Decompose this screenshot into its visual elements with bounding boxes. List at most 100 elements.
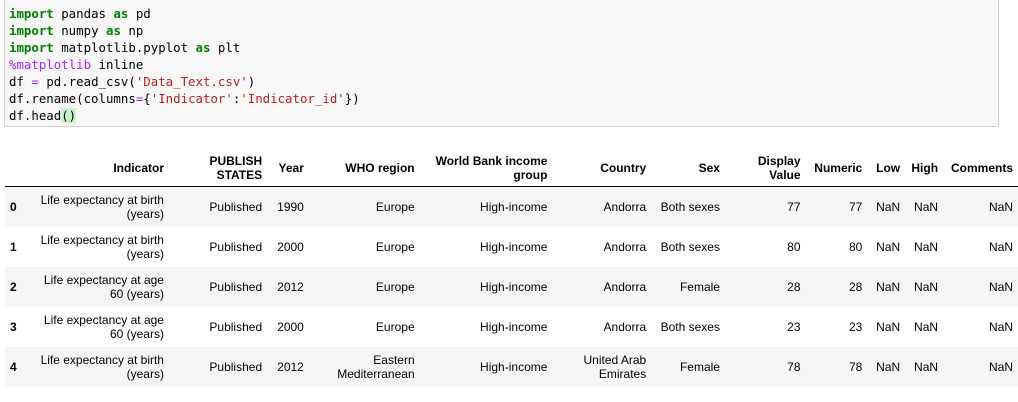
table-cell: Female — [679, 279, 720, 294]
code-token: np — [120, 23, 144, 38]
column-header: High — [905, 150, 944, 187]
table-body: 0 Life expectancy at birth (years) Publish… — [5, 186, 1018, 387]
dataframe-output: Indicator PUBLISH STATES Year WHO region Wor… — [5, 150, 1018, 387]
table-cell: NaN — [914, 279, 939, 294]
table-cell: 23 — [787, 319, 801, 334]
row-index: 4 — [10, 359, 17, 374]
table-cell: 2000 — [277, 319, 304, 334]
code-token: as — [195, 40, 211, 55]
table-cell: Life expectancy at birth (years) — [40, 232, 164, 261]
code-token: import — [9, 23, 54, 38]
table-cell: 2012 — [277, 359, 304, 374]
code-token: pandas — [53, 6, 114, 21]
table-cell: Andorra — [603, 279, 647, 294]
table-cell: Published — [209, 239, 263, 254]
code-token: 'Indicator_id' — [240, 91, 345, 106]
table-cell: High-income — [480, 199, 548, 214]
table-cell: 28 — [848, 279, 863, 294]
table-cell: 77 — [787, 199, 801, 214]
code-token: = — [31, 74, 39, 89]
table-row: 0 Life expectancy at birth (years) Publish… — [5, 186, 1018, 227]
column-header: World Bank income group — [419, 150, 553, 187]
code-cell-input[interactable]: import pandas as pd import numpy as np imp… — [4, 0, 999, 127]
column-header: Indicator — [24, 150, 169, 187]
table-cell: High-income — [480, 239, 548, 254]
table-cell: 1990 — [277, 199, 304, 214]
table-cell: 80 — [787, 239, 801, 254]
table-cell: Life expectancy at birth (years) — [40, 352, 164, 381]
column-header: Low — [867, 150, 906, 187]
code-token: plt — [210, 40, 241, 55]
table-row: 1 Life expectancy at birth (years) Publish… — [5, 227, 1018, 267]
code-line: import numpy as np — [9, 22, 998, 39]
table-cell: NaN — [988, 199, 1013, 214]
table-row: 2 Life expectancy at age 60 (years) Publis… — [5, 266, 1018, 307]
table-cell: Europe — [375, 319, 415, 334]
table-cell: NaN — [988, 239, 1013, 254]
row-index: 3 — [10, 319, 17, 334]
table-cell: Andorra — [603, 199, 647, 214]
code-token: as — [105, 23, 121, 38]
table-cell: NaN — [876, 239, 901, 254]
table-cell: 78 — [848, 359, 863, 374]
column-header: Display Value — [724, 150, 806, 187]
code-token: df.head — [9, 108, 62, 123]
table-cell: NaN — [876, 199, 901, 214]
table-cell: Andorra — [603, 239, 647, 254]
table-cell: Published — [209, 319, 263, 334]
code-token: inline — [91, 57, 144, 72]
table-cell: Eastern Mediterranean — [337, 352, 415, 381]
column-header: Sex — [651, 150, 725, 187]
column-header: Year — [267, 150, 309, 187]
code-line: df.rename(columns={'Indicator':'Indicato… — [9, 90, 998, 107]
index-header — [5, 150, 25, 187]
table-cell: 2000 — [277, 239, 304, 254]
table-cell: High-income — [480, 359, 548, 374]
table-cell: Andorra — [603, 319, 647, 334]
code-token: { — [143, 91, 151, 106]
table-cell: Europe — [375, 279, 415, 294]
table-cell: Europe — [375, 239, 415, 254]
row-index: 2 — [10, 279, 17, 294]
code-token: ) — [247, 74, 256, 89]
table-cell: NaN — [988, 359, 1013, 374]
code-token: : — [232, 91, 241, 106]
column-header: Comments — [943, 150, 1018, 187]
code-line: df.head() — [9, 107, 998, 124]
code-token: pd — [128, 6, 151, 21]
table-cell: NaN — [914, 239, 939, 254]
code-token: numpy — [53, 23, 106, 38]
code-token: 'Indicator' — [150, 91, 233, 106]
code-line: import matplotlib.pyplot as plt — [9, 39, 998, 56]
code-line: %matplotlib inline — [9, 56, 998, 73]
code-token: df — [9, 74, 32, 89]
code-token: import — [9, 6, 54, 21]
column-header: WHO region — [308, 150, 420, 187]
table-cell: Life expectancy at age 60 (years) — [43, 272, 164, 301]
code-token: = — [135, 91, 144, 106]
table-cell: Both sexes — [660, 319, 720, 334]
table-cell: 28 — [787, 279, 801, 294]
code-token: () — [61, 108, 77, 123]
table-cell: NaN — [876, 359, 901, 374]
table-cell: NaN — [876, 319, 901, 334]
table-cell: NaN — [988, 279, 1013, 294]
table-cell: 77 — [848, 199, 863, 214]
table-row: 3 Life expectancy at age 60 (years) Publis… — [5, 307, 1018, 347]
table-cell: 23 — [848, 319, 863, 334]
row-index: 0 — [10, 199, 17, 214]
header-row: Indicator PUBLISH STATES Year WHO region Wor… — [5, 150, 1018, 187]
table-cell: Europe — [375, 199, 415, 214]
table-cell: Both sexes — [660, 199, 720, 214]
row-index: 1 — [10, 239, 17, 254]
code-line: df = pd.read_csv('Data_Text.csv') — [9, 73, 998, 90]
code-token: as — [113, 6, 129, 21]
table-cell: Published — [209, 279, 263, 294]
table-cell: NaN — [914, 359, 939, 374]
table-cell: Life expectancy at age 60 (years) — [43, 312, 164, 341]
table-cell: Both sexes — [660, 239, 720, 254]
table-row: 4 Life expectancy at birth (years) Publish… — [5, 346, 1018, 387]
code-token: import — [9, 40, 54, 55]
table-cell: NaN — [876, 279, 901, 294]
table-cell: Published — [209, 199, 263, 214]
